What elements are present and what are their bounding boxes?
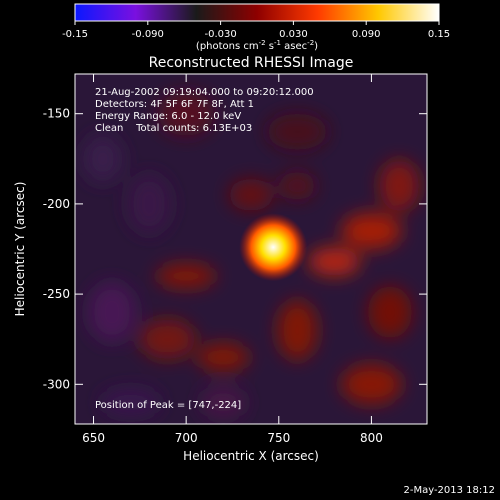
colorbar-tick-label: 0.15 <box>428 29 450 40</box>
annotation-time: 21-Aug-2002 09:19:04.000 to 09:20:12.000 <box>95 87 314 98</box>
x-tick-label: 700 <box>175 431 198 445</box>
peak-source <box>239 213 308 282</box>
emission-blob <box>341 364 402 405</box>
annotation-detectors: Detectors: 4F 5F 6F 7F 8F, Att 1 <box>95 99 254 110</box>
colorbar-gradient <box>74 3 440 22</box>
emission-blob <box>82 134 123 183</box>
heatmap-image <box>75 74 427 424</box>
emission-blob <box>139 319 196 360</box>
y-tick-label: -200 <box>43 197 70 211</box>
plot-frame <box>74 73 428 425</box>
chart-title: Reconstructed RHESSI Image <box>149 55 354 71</box>
emission-blob <box>100 388 161 417</box>
colorbar-ticks: -0.15 -0.090 -0.030 0.030 0.090 0.15 <box>62 21 450 40</box>
colorbar-tick-label: -0.030 <box>204 29 236 40</box>
emission-blob <box>127 173 172 234</box>
annotation-block: 21-Aug-2002 09:19:04.000 to 09:20:12.000… <box>95 87 314 134</box>
emission-blob <box>197 343 250 372</box>
y-tick-label: -300 <box>43 377 70 391</box>
peak-position-label: Position of Peak = [747,-224] <box>95 400 241 411</box>
emission-blob <box>88 282 137 343</box>
emission-blob <box>341 212 402 249</box>
emission-blob <box>308 247 361 276</box>
x-tick-label: 800 <box>360 431 383 445</box>
colorbar-tick-label: -0.15 <box>62 29 88 40</box>
colorbar-tick-label: -0.090 <box>132 29 164 40</box>
emission-blob <box>379 159 420 212</box>
emission-blob <box>158 91 215 136</box>
emission-blob <box>156 264 217 289</box>
emission-blob <box>201 386 246 419</box>
colorbar-label: (photons cm-2 s-1 asec-2) <box>196 39 318 52</box>
y-tick-label: -150 <box>43 107 70 121</box>
x-tick-label: 750 <box>267 431 290 445</box>
x-tick-label: 650 <box>82 431 105 445</box>
emission-blob <box>267 113 328 150</box>
axis-ticks: 650 700 750 800 -150 -200 -250 -300 <box>43 74 427 445</box>
colorbar: -0.15 -0.090 -0.030 0.030 0.090 0.15 (photons… <box>62 3 450 52</box>
emission-blob <box>277 300 318 361</box>
y-tick-label: -250 <box>43 287 70 301</box>
emission-blob <box>229 178 273 211</box>
x-axis-label: Heliocentric X (arcsec) <box>183 449 319 463</box>
timestamp: 2-May-2013 18:12 <box>403 485 495 496</box>
colorbar-tick-label: 0.030 <box>279 29 308 40</box>
colorbar-tick-label: 0.090 <box>352 29 381 40</box>
emission-blob <box>367 286 412 339</box>
emission-blob <box>279 171 316 200</box>
annotation-energy: Energy Range: 6.0 - 12.0 keV <box>95 111 241 122</box>
annotation-counts: Clean Total counts: 6.13E+03 <box>95 123 252 134</box>
y-axis-label: Heliocentric Y (arcsec) <box>13 182 27 317</box>
